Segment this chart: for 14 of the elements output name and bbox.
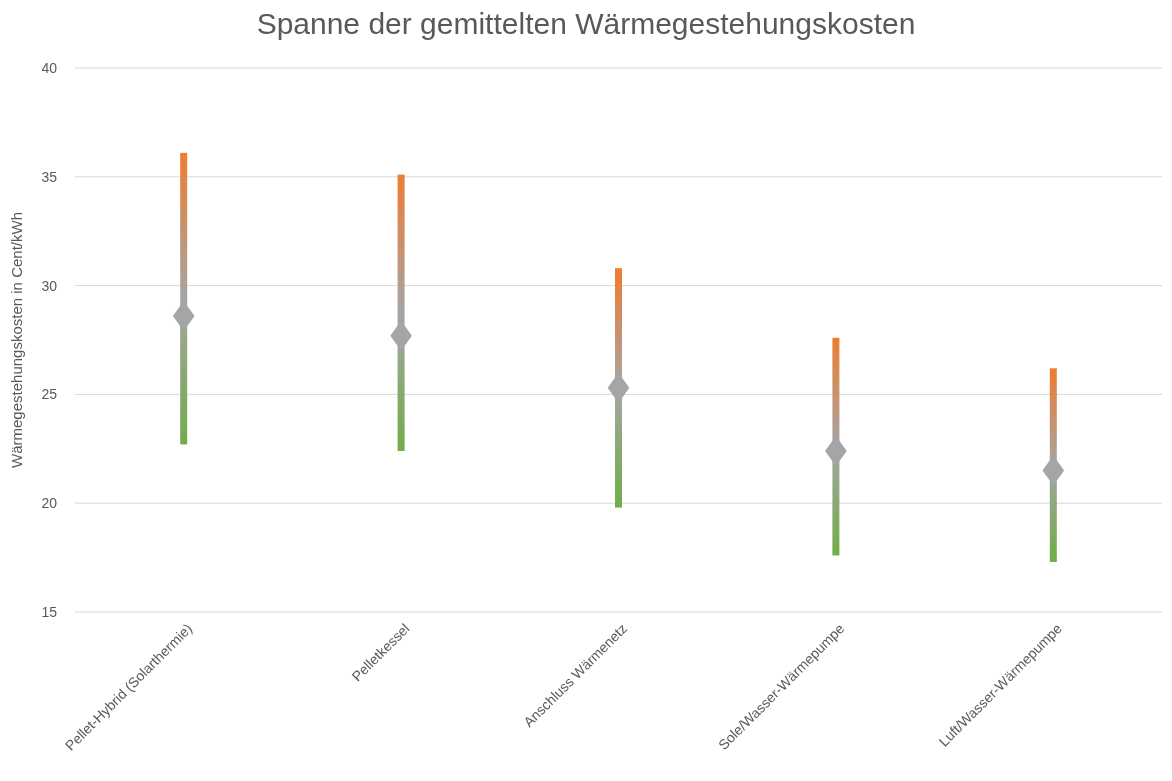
point (1042, 455, 1065, 486)
y-tick-label: 40 (41, 59, 58, 76)
chart-title: Spanne der gemittelten Wärmegestehungskosten (256, 7, 916, 40)
y-tick-label: 20 (41, 495, 58, 512)
point (390, 320, 412, 351)
y-tick-label: 15 (41, 603, 58, 620)
y-tick-label: 25 (41, 386, 58, 403)
point (825, 435, 847, 466)
y-axis-title: Wärmegestehungskosten in Cent/kWh (8, 212, 25, 468)
bar (397, 174, 405, 451)
point (607, 372, 630, 403)
y-tick-label: 30 (41, 277, 58, 294)
y-tick-label: 35 (41, 168, 58, 185)
bar (180, 152, 188, 445)
